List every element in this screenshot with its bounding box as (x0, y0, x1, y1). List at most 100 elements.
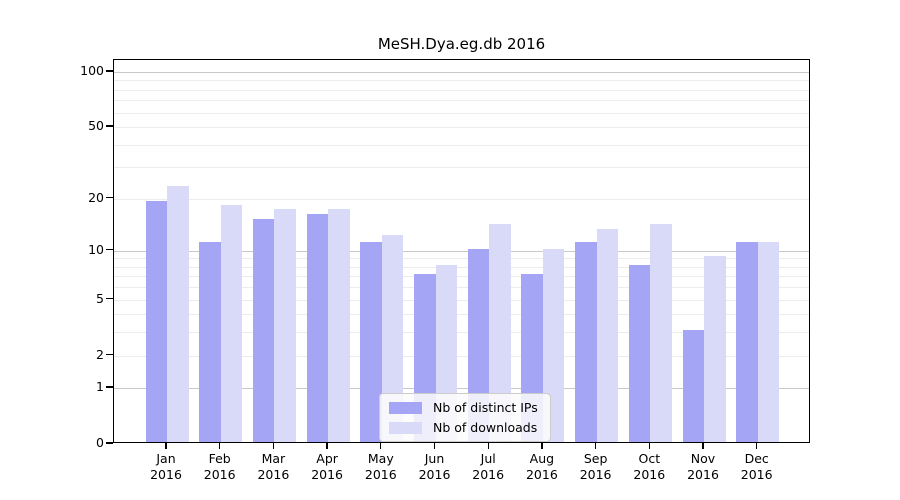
x-tick-label-month: Sep (583, 451, 608, 466)
gridline-minor (114, 198, 809, 200)
x-tick-mark (594, 443, 597, 449)
bar-dec-downloads (757, 241, 780, 442)
bar-sep-downloads (596, 229, 619, 442)
y-tick-mark (106, 297, 113, 300)
bar-apr-distinct-ips (306, 213, 329, 442)
x-tick-label-year: 2016 (687, 467, 719, 482)
y-tick-label: 1 (96, 379, 104, 395)
legend-label-distinct-ips: Nb of distinct IPs (433, 400, 538, 415)
bar-feb-distinct-ips (199, 241, 221, 442)
x-tick-mark (648, 443, 650, 449)
x-tick-label-month: May (367, 451, 394, 466)
bar-jan-distinct-ips (145, 200, 167, 442)
x-tick-label-year: 2016 (525, 467, 558, 482)
x-tick-label-year: 2016 (418, 467, 451, 482)
bar-jan-downloads (167, 185, 189, 442)
x-tick-mark (219, 443, 221, 449)
gridline-minor (114, 287, 809, 289)
chart-title: MeSH.Dya.eg.db 2016 (377, 35, 546, 53)
y-tick-mark (106, 70, 113, 72)
y-tick-mark (106, 196, 113, 199)
y-tick-label: 5 (96, 290, 104, 306)
x-tick-label-year: 2016 (633, 467, 666, 482)
bar-dec-distinct-ips (736, 241, 758, 442)
x-tick-label-month: Dec (744, 451, 769, 466)
y-tick-label: 10 (88, 241, 104, 257)
x-tick-label-year: 2016 (203, 467, 236, 482)
x-tick-label-month: Jul (480, 451, 496, 466)
gridline-minor (114, 299, 809, 301)
x-tick-label-year: 2016 (311, 467, 343, 482)
gridline-minor (114, 112, 809, 114)
x-tick-label-year: 2016 (472, 467, 505, 482)
bar-mar-distinct-ips (252, 218, 275, 442)
x-tick-label-month: Nov (690, 451, 716, 466)
gridline-minor (114, 144, 809, 146)
legend-swatch-downloads (389, 421, 422, 434)
y-tick-mark (106, 353, 113, 356)
x-tick-mark (380, 443, 382, 449)
gridline-minor (114, 167, 809, 169)
gridline-minor (114, 276, 809, 278)
gridline-major (114, 72, 809, 73)
x-tick-mark (541, 443, 543, 449)
gridline-major (114, 250, 809, 252)
x-tick-label-month: Aug (529, 451, 555, 466)
bar-oct-downloads (650, 223, 672, 442)
gridline-major (114, 388, 809, 390)
x-tick-label-year: 2016 (257, 467, 290, 482)
legend-entry-downloads: Nb of downloads (389, 420, 538, 435)
x-tick-label-year: 2016 (579, 467, 612, 482)
gridline-minor (114, 89, 809, 91)
bar-oct-distinct-ips (628, 264, 651, 442)
y-tick-label: 50 (88, 118, 104, 134)
legend-entry-distinct-ips: Nb of distinct IPs (389, 400, 538, 415)
bar-may-downloads (381, 235, 404, 442)
x-tick-mark (702, 443, 704, 449)
gridline-minor (114, 80, 809, 82)
bar-feb-downloads (220, 204, 243, 442)
y-tick-label: 0 (96, 435, 104, 450)
gridline-minor (114, 355, 809, 357)
y-tick-mark (106, 249, 113, 251)
bar-nov-distinct-ips (682, 330, 704, 442)
x-tick-mark (487, 443, 489, 449)
bar-nov-downloads (704, 256, 726, 442)
y-tick-mark (106, 125, 113, 127)
legend: Nb of distinct IPs Nb of downloads (379, 393, 551, 442)
bar-apr-downloads (328, 209, 350, 442)
x-tick-label-month: Jan (156, 451, 176, 466)
y-tick-mark (106, 386, 113, 388)
x-tick-label-month: Feb (208, 451, 231, 466)
x-tick-label-year: 2016 (364, 467, 397, 482)
x-tick-label-month: Apr (316, 451, 338, 466)
gridline-minor (114, 100, 809, 102)
legend-label-downloads: Nb of downloads (433, 420, 538, 435)
y-tick-label: 20 (88, 189, 104, 205)
x-tick-label-year: 2016 (740, 467, 773, 482)
x-tick-mark (272, 443, 275, 449)
y-tick-label: 100 (80, 63, 104, 78)
gridline-minor (114, 314, 809, 316)
bar-jul-downloads (489, 223, 511, 442)
y-tick-mark (106, 442, 113, 444)
plot-area: Nb of distinct IPs Nb of downloads (113, 59, 810, 443)
x-tick-label-month: Mar (261, 451, 286, 466)
bar-may-distinct-ips (360, 241, 382, 442)
x-tick-mark (326, 443, 328, 449)
bar-sep-distinct-ips (575, 241, 597, 442)
x-tick-label-year: 2016 (150, 467, 182, 482)
gridline-minor (114, 266, 809, 268)
gridline-minor (114, 258, 809, 260)
x-tick-label-month: Oct (638, 451, 661, 466)
bar-mar-downloads (274, 209, 296, 442)
y-tick-label: 2 (96, 346, 104, 362)
x-tick-mark (433, 443, 436, 449)
x-tick-mark (756, 443, 758, 449)
gridline-minor (114, 127, 809, 129)
gridline-minor (114, 332, 809, 334)
legend-swatch-distinct-ips (389, 401, 422, 414)
x-tick-label-month: Jun (424, 451, 445, 466)
x-tick-mark (165, 443, 167, 449)
